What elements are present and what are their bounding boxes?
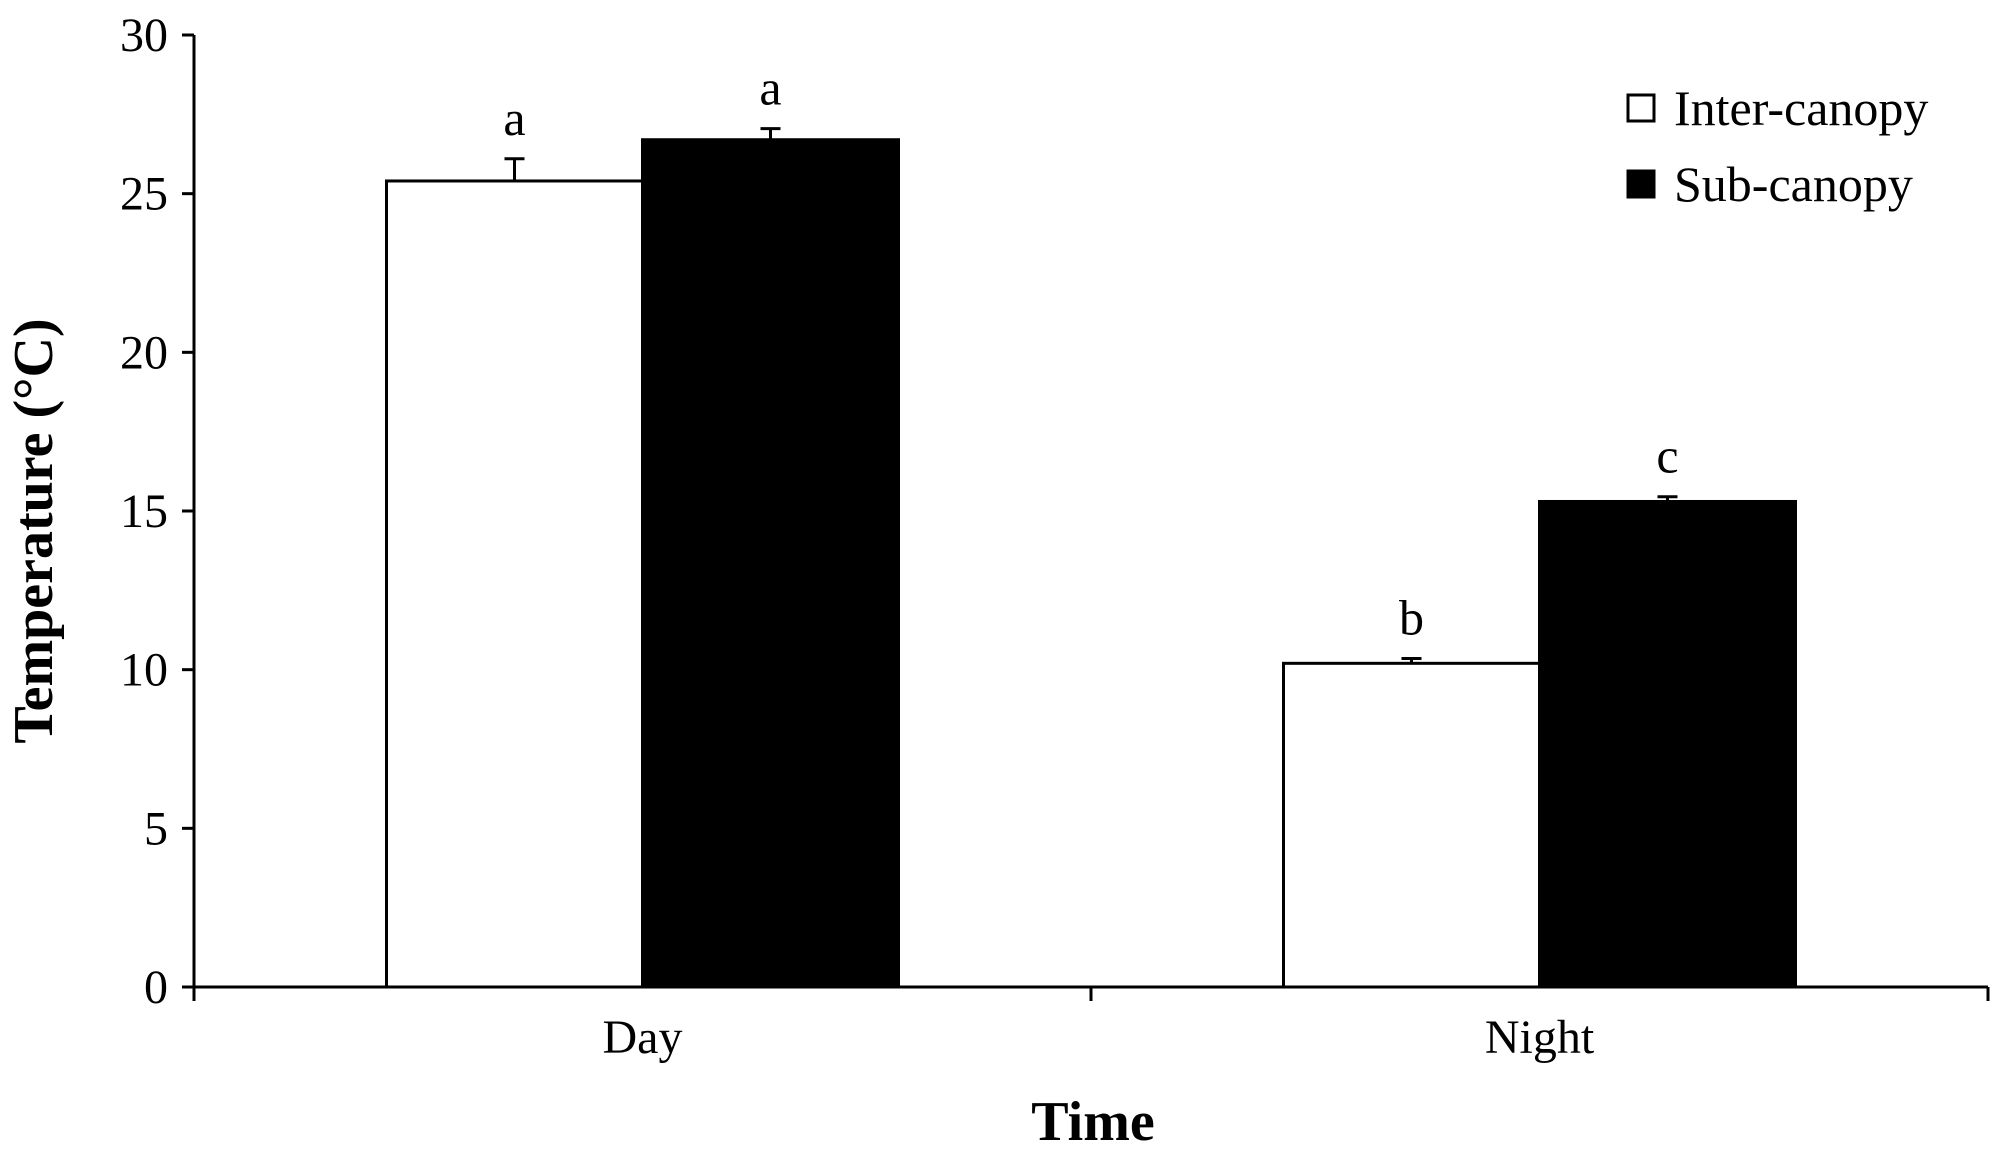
y-tick-label: 0 (144, 961, 168, 1014)
y-tick-label: 20 (120, 326, 168, 379)
y-tick-label: 30 (120, 9, 168, 62)
y-tick-label: 15 (120, 485, 168, 538)
x-tick-label: Night (1485, 1011, 1595, 1064)
chart-labels: a a b c (503, 60, 1678, 646)
legend-swatch-inter-canopy (1626, 93, 1656, 123)
chart-legend: Inter-canopy Sub-canopy (1626, 80, 1928, 212)
significance-label: c (1656, 428, 1678, 484)
legend-swatch-sub-canopy (1626, 169, 1656, 199)
significance-label: b (1399, 590, 1424, 646)
bar-sub-canopy-day (641, 138, 900, 989)
bar-inter-canopy-day (385, 179, 644, 989)
x-tick-label: Day (603, 1011, 683, 1064)
chart-bars (385, 127, 1797, 989)
legend-label-inter-canopy: Inter-canopy (1674, 80, 1928, 136)
chart-axes: 0 5 10 15 20 25 30 Day Night (120, 9, 1990, 1064)
x-axis-title: Time (1031, 1091, 1154, 1153)
legend-label-sub-canopy: Sub-canopy (1674, 156, 1913, 212)
bar-sub-canopy-night (1538, 499, 1797, 989)
significance-label: a (759, 60, 781, 116)
y-tick-label: 5 (144, 802, 168, 855)
bar-inter-canopy-night (1282, 661, 1541, 989)
y-tick-label: 10 (120, 644, 168, 697)
significance-label: a (503, 90, 525, 146)
y-tick-label: 25 (120, 168, 168, 221)
y-axis-title: Temperature (°C) (3, 318, 65, 743)
